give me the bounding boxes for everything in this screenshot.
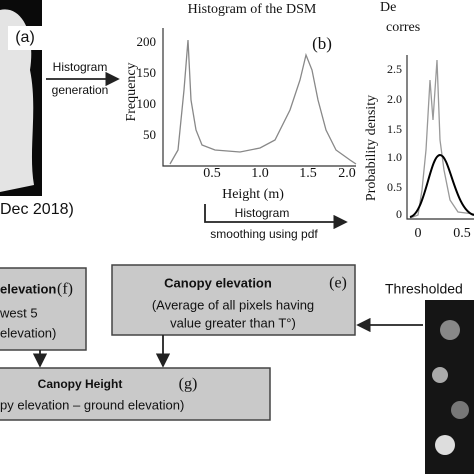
y-tick-label: 1.5 <box>387 122 402 136</box>
step-text: Histogram <box>53 60 108 74</box>
x-tick-label: 0.5 <box>203 166 221 181</box>
axes <box>406 55 474 220</box>
box-text: west 5 <box>0 305 38 320</box>
step-text: generation <box>52 83 109 97</box>
x-tick-label: 0.5 <box>453 226 471 241</box>
caption: Dec 2018) <box>0 201 74 218</box>
box-text: py elevation – ground elevation) <box>0 397 184 412</box>
pdf-curve <box>409 153 474 218</box>
axes <box>162 28 356 167</box>
canopy-blob <box>440 320 460 340</box>
arrow <box>204 204 348 230</box>
box-text: (Average of all pixels having <box>152 297 314 312</box>
canopy-blob <box>435 435 455 455</box>
box-title: Canopy elevation <box>164 275 272 290</box>
x-tick-label: 1.5 <box>299 166 317 181</box>
box <box>0 267 87 351</box>
x-tick-label: 1.0 <box>251 166 269 181</box>
photo-blob <box>0 9 34 192</box>
chart-title: corres <box>386 20 420 35</box>
y-tick-label: 100 <box>137 96 157 111</box>
box-title: Canopy Height <box>38 377 123 391</box>
box <box>111 264 356 336</box>
canopy-blob <box>432 367 448 383</box>
box <box>0 367 271 421</box>
box-text: value greater than T°) <box>170 315 296 330</box>
step-text: smoothing using pdf <box>210 227 318 241</box>
x-tick-label: 2.0 <box>338 166 356 181</box>
y-tick-label: 150 <box>137 65 157 80</box>
y-tick-label: 0 <box>396 207 402 221</box>
x-axis-label: Height (m) <box>222 187 284 202</box>
panel-label: (g) <box>179 376 198 393</box>
chart-title: De <box>380 0 396 15</box>
y-tick-label: 0.5 <box>387 180 402 194</box>
y-tick-label: 50 <box>143 127 156 142</box>
chart-title: Histogram of the DSM <box>188 2 317 17</box>
histogram-trace <box>169 39 357 165</box>
histogram-trace <box>409 59 474 219</box>
step-text: Histogram <box>235 206 290 220</box>
panel-label: (b) <box>312 34 332 53</box>
label-box <box>8 26 42 50</box>
panel-title: Thresholded <box>385 281 463 297</box>
panel-label: (a) <box>15 29 35 46</box>
y-tick-label: 2.5 <box>387 62 402 76</box>
y-tick-label: 1.0 <box>387 150 402 164</box>
x-tick-label: 0 <box>415 226 422 241</box>
panel-label: (f) <box>57 281 73 298</box>
panel-label: (e) <box>329 275 347 292</box>
canopy-blob <box>451 401 469 419</box>
box-text: elevation) <box>0 325 56 340</box>
y-tick-label: 2.0 <box>387 92 402 106</box>
y-axis-label: Frequency <box>124 62 139 121</box>
box-title: elevation <box>0 281 56 296</box>
y-tick-label: 200 <box>137 34 157 49</box>
y-axis-label: Probability density <box>364 95 379 201</box>
